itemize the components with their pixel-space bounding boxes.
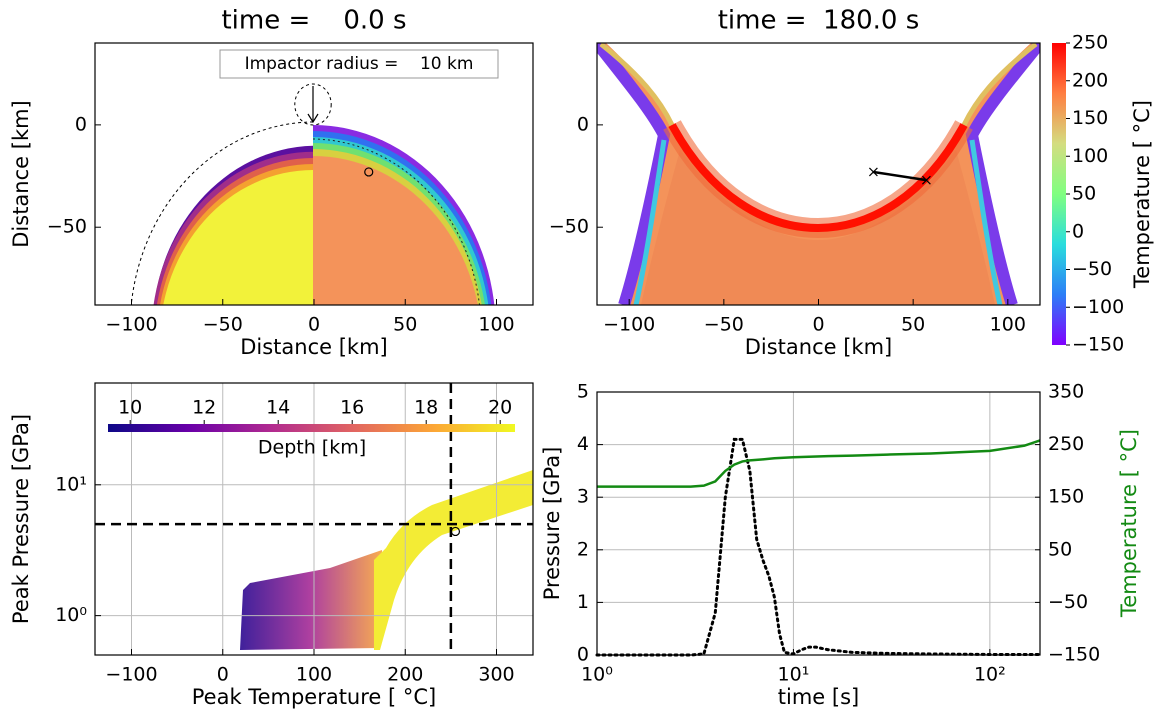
x-axis-label: Distance [km] xyxy=(745,335,893,359)
x-tick-label: 0 xyxy=(217,664,229,686)
tracer-marker xyxy=(868,167,878,177)
x-tick-label: 0 xyxy=(308,314,320,336)
y-tick-label: 4 xyxy=(577,433,589,455)
y-tick-label: 0 xyxy=(577,644,589,666)
y-axis-label: Distance [km] xyxy=(9,100,33,248)
axes-frame xyxy=(94,42,534,306)
x-tick-label: 10² xyxy=(974,664,1006,686)
series-line xyxy=(597,439,1041,488)
x-tick-label: 10¹ xyxy=(778,664,810,686)
x-tick-label: 50 xyxy=(901,314,925,336)
colorbar-tick-label: 20 xyxy=(488,397,512,419)
colorbar-tick-label: 250 xyxy=(1072,32,1108,54)
y-tick-label: 3 xyxy=(577,486,589,508)
colorbar-label: Temperature [ °C] xyxy=(1130,100,1154,289)
colorbar xyxy=(108,424,515,432)
panel-title: time = 0.0 s xyxy=(221,6,406,36)
y2-tick-label: 150 xyxy=(1048,486,1084,508)
field-image xyxy=(130,83,495,305)
x-tick-label: −100 xyxy=(105,314,157,336)
panel-title: time = 180.0 s xyxy=(718,6,920,36)
x-axis-label: time [s] xyxy=(778,685,859,709)
tracer xyxy=(364,167,374,177)
x-tick-label: 100 xyxy=(990,314,1026,336)
x-tick-label: 50 xyxy=(393,314,417,336)
x-tick-label: −100 xyxy=(105,664,157,686)
y-axis-label: Pressure [GPa] xyxy=(540,447,564,601)
y-tick-label: 0 xyxy=(577,113,589,135)
x-tick-label: 10⁰ xyxy=(581,664,613,686)
y-tick-label: 10⁰ xyxy=(55,604,87,626)
colorbar xyxy=(1052,43,1066,345)
colorbar-tick-label: 12 xyxy=(192,397,216,419)
axes-frame xyxy=(596,42,1041,306)
x-tick-label: −100 xyxy=(603,314,655,336)
colorbar-label: Depth [km] xyxy=(258,437,366,459)
marker xyxy=(450,526,461,537)
x-tick-label: 0 xyxy=(812,314,824,336)
y2-tick-label: 250 xyxy=(1048,433,1084,455)
colorbar-tick-label: −150 xyxy=(1072,334,1124,356)
colorbar-tick-label: 100 xyxy=(1072,145,1108,167)
y-tick-label: 1 xyxy=(577,591,589,613)
x-tick-label: 100 xyxy=(296,664,332,686)
colorbar-tick-label: 18 xyxy=(414,397,438,419)
annotation-box xyxy=(219,49,499,79)
series-line xyxy=(595,437,1042,657)
y-tick-label: −50 xyxy=(549,216,589,238)
x-tick-label: −50 xyxy=(704,314,744,336)
colorbar-tick-label: 50 xyxy=(1072,183,1096,205)
y-tick-label: 2 xyxy=(577,538,589,560)
x-tick-label: 100 xyxy=(478,314,514,336)
colorbar-tick-label: 0 xyxy=(1072,220,1084,242)
x-axis-label: Distance [km] xyxy=(240,335,388,359)
axes-frame xyxy=(596,391,1041,656)
scatter-cloud xyxy=(240,550,382,650)
x-tick-label: 200 xyxy=(387,664,423,686)
tracer-marker xyxy=(921,175,931,185)
y-tick-label: 5 xyxy=(577,381,589,403)
scatter-cloud xyxy=(374,470,533,650)
y2-tick-label: −50 xyxy=(1048,591,1088,613)
y2-tick-label: 350 xyxy=(1048,381,1084,403)
x-axis-label: Peak Temperature [ °C] xyxy=(192,685,436,709)
y2-tick-label: 50 xyxy=(1048,538,1072,560)
colorbar-tick-label: 150 xyxy=(1072,107,1108,129)
y-axis-label: Peak Pressure [GPa] xyxy=(9,414,33,624)
x-tick-label: −50 xyxy=(203,314,243,336)
axes-frame xyxy=(94,382,534,656)
y2-axis-label: Temperature [ °C] xyxy=(1117,429,1141,618)
y-tick-label: 10¹ xyxy=(55,473,87,495)
x-tick-label: 300 xyxy=(478,664,514,686)
colorbar-tick-label: −50 xyxy=(1072,258,1112,280)
annotation: Impactor radius = 10 km xyxy=(245,54,474,74)
field-image xyxy=(597,43,1040,305)
tracer-line xyxy=(873,170,927,182)
colorbar-tick-label: 10 xyxy=(118,397,142,419)
colorbar-tick-label: 200 xyxy=(1072,69,1108,91)
colorbar-tick-label: 16 xyxy=(340,397,364,419)
colorbar-tick-label: 14 xyxy=(266,397,290,419)
colorbar-tick-label: −100 xyxy=(1072,296,1124,318)
y-tick-label: −50 xyxy=(47,216,87,238)
y-tick-label: 0 xyxy=(75,113,87,135)
y2-tick-label: −150 xyxy=(1048,644,1100,666)
